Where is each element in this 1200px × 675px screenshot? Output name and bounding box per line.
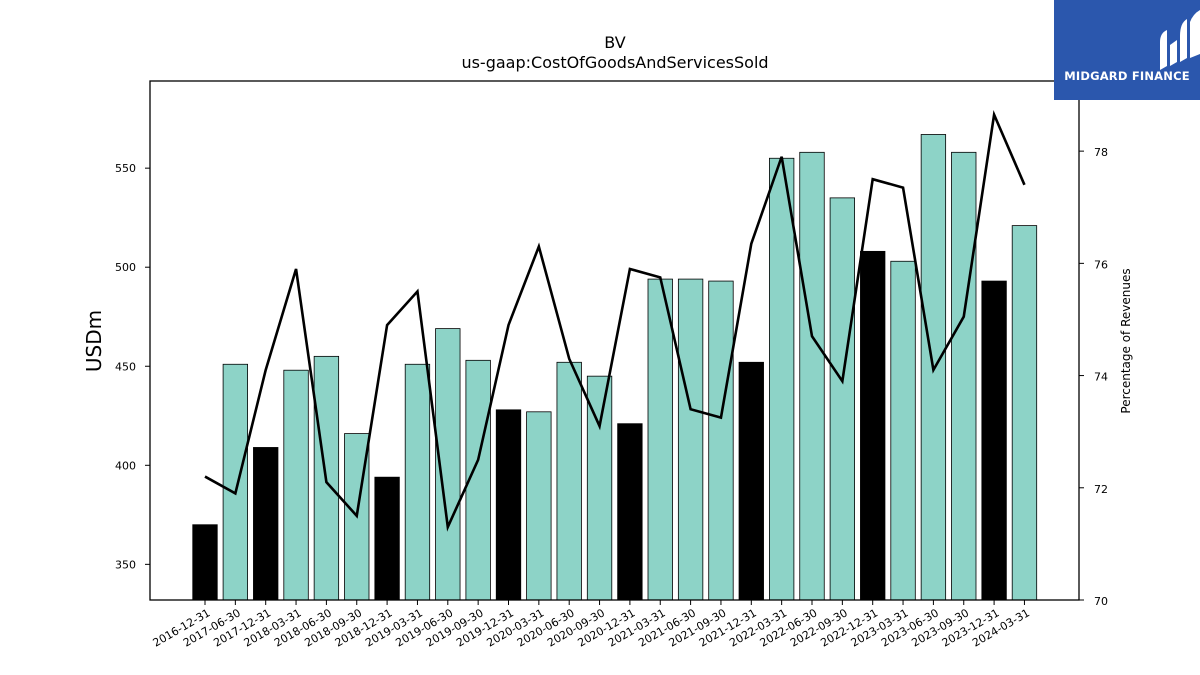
bar xyxy=(708,280,734,601)
bar xyxy=(192,524,218,601)
y2-tick-label: 78 xyxy=(1094,146,1108,159)
bar xyxy=(374,476,400,601)
bar xyxy=(253,447,279,601)
bar xyxy=(981,280,1007,601)
y2-tick-label: 76 xyxy=(1094,258,1108,271)
bar xyxy=(526,411,552,601)
y-tick-label: 500 xyxy=(115,261,136,274)
bar xyxy=(647,278,673,601)
chart-subtitle: us-gaap:CostOfGoodsAndServicesSold xyxy=(461,53,768,72)
y2-tick-label: 74 xyxy=(1094,371,1108,384)
bar xyxy=(677,278,704,601)
bar xyxy=(890,260,916,601)
y-axis-label: USDm xyxy=(82,310,106,372)
percentage-line xyxy=(204,109,1026,532)
bar xyxy=(951,151,977,601)
bar xyxy=(222,363,249,601)
brand-mark-icon xyxy=(1160,10,1200,70)
bar xyxy=(860,250,886,601)
y2-tick-label: 70 xyxy=(1094,595,1108,608)
y2-tick-label: 72 xyxy=(1094,483,1108,496)
y-tick-label: 450 xyxy=(115,360,136,373)
bar xyxy=(738,361,764,601)
y-tick-label: 550 xyxy=(115,162,136,175)
chart-title: BV xyxy=(604,33,625,52)
brand-name: MIDGARD FINANCE xyxy=(1064,69,1190,83)
bar xyxy=(1011,225,1038,601)
line-series xyxy=(204,109,1026,532)
y-tick-label: 400 xyxy=(115,459,136,472)
bar xyxy=(617,423,643,601)
bar-series xyxy=(192,134,1038,601)
plot-frame xyxy=(149,80,1080,601)
bar xyxy=(556,361,582,601)
bar xyxy=(283,369,309,601)
y-tick-label: 350 xyxy=(115,558,136,571)
bar xyxy=(769,157,795,601)
brand-logo: MIDGARD FINANCE xyxy=(1054,0,1200,100)
y2-axis-label: Percentage of Revenues xyxy=(1119,268,1133,413)
bar xyxy=(799,151,825,601)
bar xyxy=(495,409,522,601)
bar xyxy=(404,363,431,601)
bar xyxy=(829,197,855,601)
